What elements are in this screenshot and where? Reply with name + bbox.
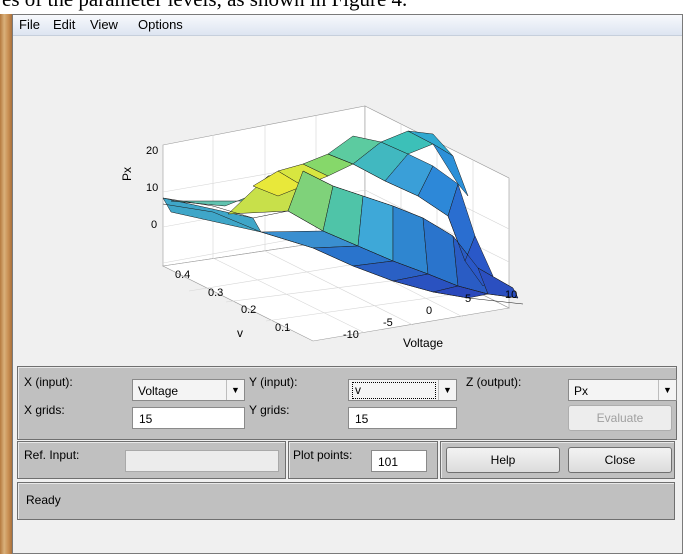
menu-view[interactable]: View	[90, 17, 118, 32]
y-tick-0.3: 0.3	[208, 287, 223, 299]
y-input-value: v	[352, 382, 436, 399]
y-tick-0.4: 0.4	[175, 269, 190, 281]
y-grids-input[interactable]: 15	[348, 407, 457, 429]
footer-row: Ref. Input: Plot points: 101 Help Close …	[17, 441, 675, 521]
ref-input-box: Ref. Input:	[17, 441, 286, 479]
surface-viewer-window: File Edit View Options	[12, 14, 683, 554]
y-grids-label: Y grids:	[249, 403, 290, 417]
plot-points-box: Plot points: 101	[288, 441, 438, 479]
plot-points-label: Plot points:	[293, 448, 353, 462]
z-tick-0: 0	[151, 219, 157, 231]
z-output-value: Px	[574, 384, 589, 398]
z-axis-label: Px	[120, 167, 134, 181]
triangle-down-icon: ▼	[658, 380, 676, 400]
ref-input-label: Ref. Input:	[24, 448, 80, 462]
surface-plot: 20 10 0 Px 0.4 0.3 0.2 0.1 v -10 -5 0 5 …	[120, 105, 524, 350]
ref-input-field[interactable]	[125, 450, 279, 472]
x-grids-input[interactable]: 15	[132, 407, 245, 429]
x-tick-0: 0	[426, 305, 432, 317]
z-output-dropdown[interactable]: Px ▼	[568, 379, 677, 401]
z-output-label: Z (output):	[466, 375, 522, 389]
document-text: es of the parameter levels, as shown in …	[0, 0, 685, 15]
y-tick-0.1: 0.1	[275, 322, 290, 334]
x-grids-label: X grids:	[24, 403, 65, 417]
status-text: Ready	[26, 493, 61, 507]
x-tick-5: 5	[465, 293, 471, 305]
menu-file[interactable]: File	[19, 17, 40, 32]
window-edge-decoration	[0, 14, 12, 554]
z-tick-20: 20	[146, 145, 158, 157]
y-axis-label: v	[237, 326, 243, 340]
y-tick-0.2: 0.2	[241, 304, 256, 316]
x-axis-label: Voltage	[403, 336, 443, 350]
triangle-down-icon: ▼	[226, 380, 244, 400]
x-input-label: X (input):	[24, 375, 73, 389]
action-buttons-box: Help Close	[440, 441, 675, 479]
close-button[interactable]: Close	[568, 447, 672, 473]
menu-edit[interactable]: Edit	[53, 17, 76, 32]
menu-options[interactable]: Options	[138, 17, 183, 32]
surface-plot-area[interactable]: 20 10 0 Px 0.4 0.3 0.2 0.1 v -10 -5 0 5 …	[13, 36, 682, 366]
help-button[interactable]: Help	[446, 447, 560, 473]
menu-bar: File Edit View Options	[13, 15, 682, 36]
y-input-label: Y (input):	[249, 375, 298, 389]
triangle-down-icon: ▼	[438, 380, 456, 400]
evaluate-button[interactable]: Evaluate	[568, 405, 672, 431]
plot-points-input[interactable]: 101	[371, 450, 427, 472]
x-input-value: Voltage	[138, 384, 179, 398]
x-tick-10: 10	[505, 289, 517, 301]
status-bar: Ready	[17, 482, 675, 520]
z-tick-10: 10	[146, 182, 158, 194]
x-input-dropdown[interactable]: Voltage ▼	[132, 379, 245, 401]
y-input-dropdown[interactable]: v ▼	[348, 379, 457, 401]
axis-controls-panel: X (input): Voltage ▼ Y (input): v ▼ Z (o…	[17, 366, 677, 440]
x-tick--10: -10	[343, 329, 359, 341]
x-tick--5: -5	[383, 317, 393, 329]
